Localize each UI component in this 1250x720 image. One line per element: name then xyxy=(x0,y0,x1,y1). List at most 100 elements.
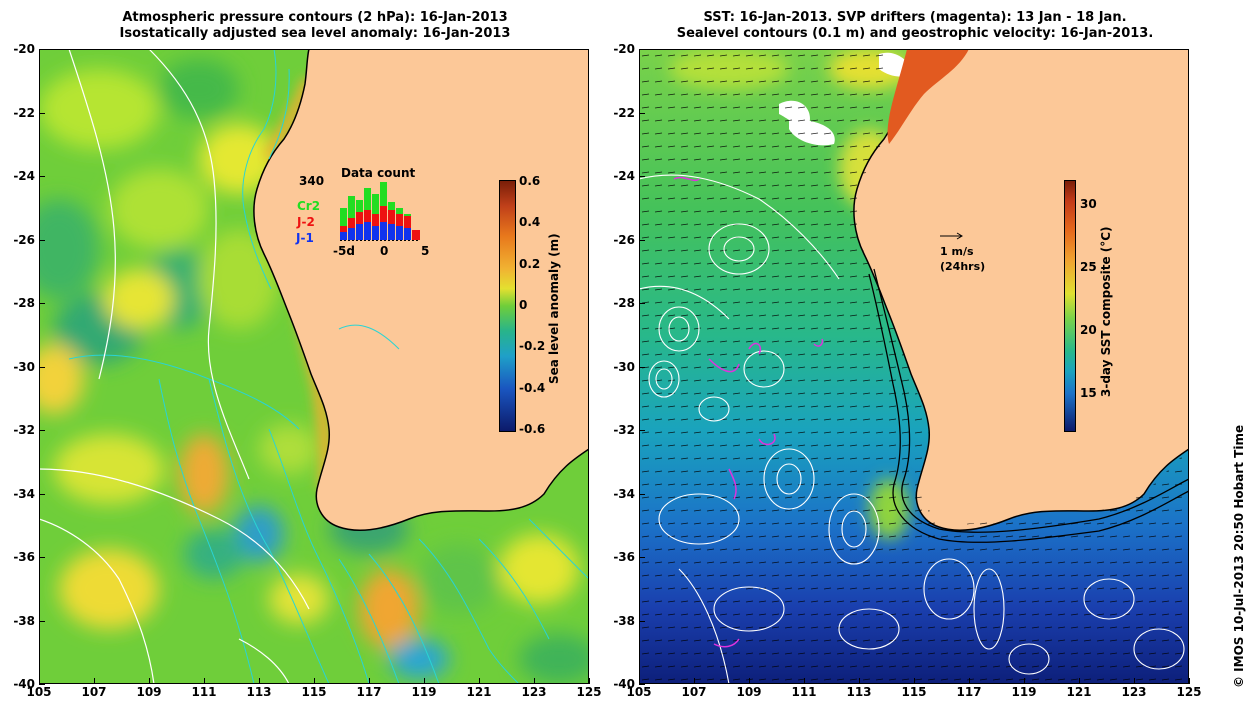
sst-lat-tick-mark xyxy=(639,621,645,622)
sla-lat-tick-label: -22 xyxy=(13,105,35,120)
sla-colorbar-label: -0.6 xyxy=(519,422,546,436)
sst-lat-tick-mark xyxy=(639,240,645,241)
sla-lon-tick-label: 125 xyxy=(576,685,602,699)
sla-lat-tick-mark xyxy=(39,176,45,177)
sst-colorbar xyxy=(1064,180,1076,432)
sst-lat-tick-mark xyxy=(639,430,645,431)
right-title-line1: SST: 16-Jan-2013. SVP drifters (magenta)… xyxy=(703,10,1127,25)
sst-nw-warm-water xyxy=(887,49,969,144)
sst-lat-tick-label: -38 xyxy=(613,613,635,628)
sst-lat-tick-label: -28 xyxy=(613,296,635,310)
sla-lon-tick-label: 117 xyxy=(356,685,382,699)
sla-lon-tick-label: 121 xyxy=(466,685,492,699)
sla-lon-tick-label: 113 xyxy=(246,685,272,699)
sla-lon-tick-label: 109 xyxy=(136,685,162,699)
data-count-histogram xyxy=(340,182,420,241)
sla-lat-tick-mark xyxy=(39,557,45,558)
sst-lon-tick-label: 111 xyxy=(791,685,817,699)
left-panel-title: Atmospheric pressure contours (2 hPa): 1… xyxy=(40,10,590,42)
sla-lon-tick-label: 115 xyxy=(301,685,327,699)
sla-colorbar-label: 0 xyxy=(519,298,528,312)
sla-lat-tick-label: -28 xyxy=(13,296,35,310)
sst-lon-tick-label: 109 xyxy=(736,685,762,699)
sst-colorbar-title: 3-day SST composite (°C) xyxy=(1099,226,1113,397)
right-panel-title: SST: 16-Jan-2013. SVP drifters (magenta)… xyxy=(640,10,1190,42)
sla-lon-tick-label: 111 xyxy=(191,685,217,699)
sst-lon-tick-mark xyxy=(1134,678,1135,684)
sla-lat-tick-label: -34 xyxy=(13,486,35,501)
sst-lon-tick-mark xyxy=(914,678,915,684)
sst-lon-tick-label: 125 xyxy=(1176,685,1202,699)
sst-colorbar-label: 20 xyxy=(1080,323,1097,338)
sla-colorbar-label: -0.2 xyxy=(519,339,546,354)
histogram-x-label-start: -5d xyxy=(333,244,355,258)
sla-lon-tick-label: 107 xyxy=(81,685,107,699)
sst-map-panel xyxy=(639,49,1189,684)
sla-lat-tick-label: -36 xyxy=(13,550,35,564)
sst-lon-tick-mark xyxy=(1024,678,1025,684)
legend-j1: J-1 xyxy=(296,231,314,245)
velocity-scale-speed: 1 m/s xyxy=(940,245,974,258)
right-title-line2: Sealevel contours (0.1 m) and geostrophi… xyxy=(676,26,1154,41)
sla-lon-tick-mark xyxy=(479,678,480,684)
sst-lon-tick-mark xyxy=(1189,678,1190,684)
imos-credit: © IMOS 10-Jul-2013 20:50 Hobart Time xyxy=(1232,424,1246,688)
sst-sealevel-contours xyxy=(639,174,1185,684)
sla-lat-tick-mark xyxy=(39,494,45,495)
sla-lat-tick-mark xyxy=(39,621,45,622)
sst-lat-tick-mark xyxy=(639,113,645,114)
data-count-max: 340 xyxy=(299,174,325,188)
sla-lat-tick-mark xyxy=(39,303,45,304)
sla-lat-tick-label: -40 xyxy=(13,677,35,691)
sst-lat-tick-mark xyxy=(639,557,645,558)
sst-lon-tick-mark xyxy=(639,678,640,684)
sla-lon-tick-mark xyxy=(94,678,95,684)
sst-lon-tick-label: 105 xyxy=(626,685,652,699)
sst-lat-tick-label: -20 xyxy=(613,42,635,56)
sst-lon-tick-mark xyxy=(1079,678,1080,684)
sla-lon-tick-mark xyxy=(204,678,205,684)
histogram-x-label-zero: 0 xyxy=(380,244,389,258)
sst-lat-tick-label: -40 xyxy=(613,677,635,691)
sla-lon-tick-mark xyxy=(259,678,260,684)
sla-lon-tick-mark xyxy=(39,678,40,684)
sla-anomaly-field xyxy=(39,59,589,684)
sla-colorbar-label: 0.6 xyxy=(519,174,541,188)
sst-lon-tick-mark xyxy=(749,678,750,684)
left-title-line2: Isostatically adjusted sea level anomaly… xyxy=(119,26,511,41)
sla-lat-tick-label: -30 xyxy=(13,359,35,374)
sst-lat-tick-mark xyxy=(639,49,645,50)
sst-lat-tick-label: -34 xyxy=(613,486,635,501)
sla-lat-tick-label: -32 xyxy=(13,423,35,437)
histogram-bars xyxy=(340,182,420,240)
histogram-x-label-end: 5 xyxy=(421,244,430,258)
sst-lon-tick-label: 115 xyxy=(901,685,927,699)
sst-lon-tick-label: 113 xyxy=(846,685,872,699)
sla-lat-tick-label: -26 xyxy=(13,232,35,247)
legend-j2: J-2 xyxy=(297,215,315,229)
sst-lat-tick-label: -24 xyxy=(613,169,635,183)
sla-colorbar xyxy=(499,180,516,432)
sst-lat-tick-label: -30 xyxy=(613,359,635,374)
sst-lat-tick-mark xyxy=(639,303,645,304)
sst-lat-tick-label: -32 xyxy=(613,423,635,437)
sst-lat-tick-label: -26 xyxy=(613,232,635,247)
sla-lon-tick-label: 123 xyxy=(521,685,547,699)
sla-colorbar-label: 0.4 xyxy=(519,215,541,230)
sla-pressure-contours xyxy=(39,49,310,684)
sla-lat-tick-mark xyxy=(39,240,45,241)
data-count-title: Data count xyxy=(341,166,416,180)
sla-lat-tick-mark xyxy=(39,113,45,114)
sla-lon-tick-mark xyxy=(589,678,590,684)
sst-lat-tick-mark xyxy=(639,684,645,685)
sst-colorbar-label: 30 xyxy=(1080,197,1097,212)
sst-lon-tick-label: 117 xyxy=(956,685,982,699)
velocity-scale-arrow xyxy=(940,232,963,240)
sst-map xyxy=(639,49,1189,684)
sla-lat-tick-mark xyxy=(39,430,45,431)
sla-lat-tick-label: -38 xyxy=(13,613,35,628)
sst-lon-tick-label: 123 xyxy=(1121,685,1147,699)
velocity-scale-period: (24hrs) xyxy=(940,260,986,273)
sst-lon-tick-mark xyxy=(694,678,695,684)
legend-cr2: Cr2 xyxy=(297,199,321,213)
